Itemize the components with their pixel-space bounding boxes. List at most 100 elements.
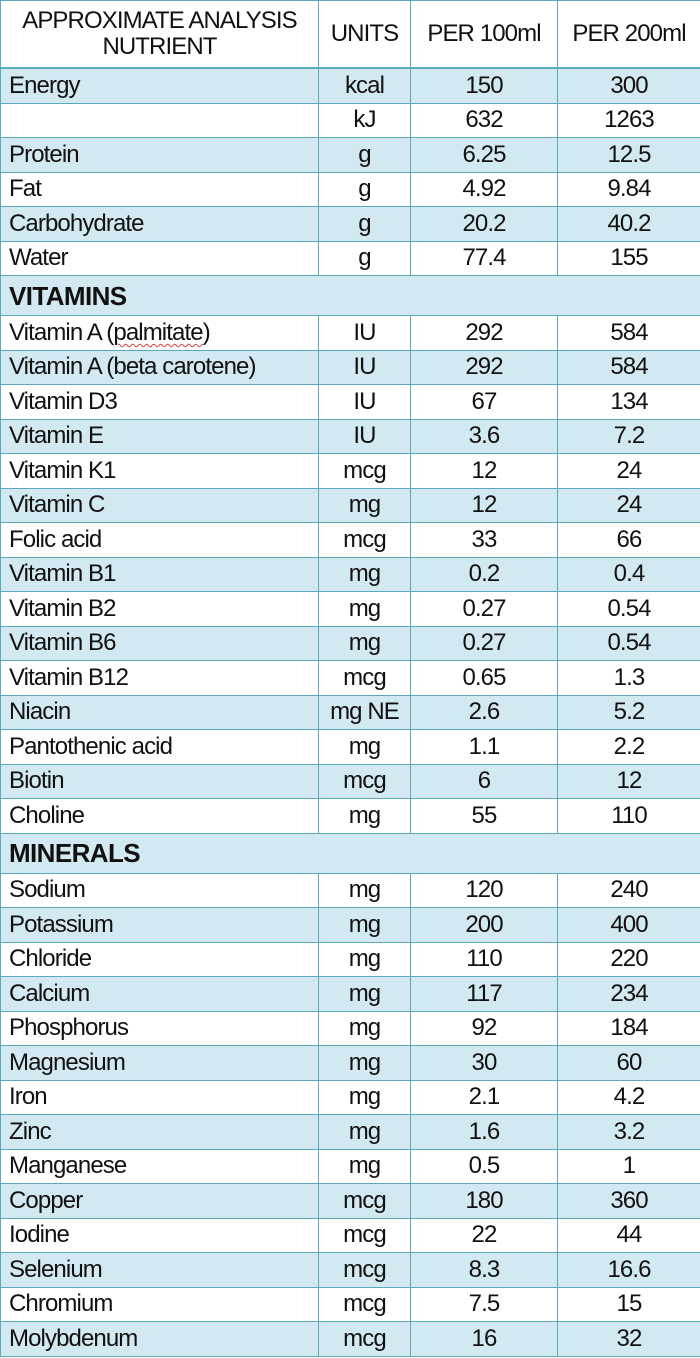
per-200ml-value: 3.2 bbox=[557, 1114, 700, 1150]
per-100ml-value: 7.5 bbox=[410, 1286, 558, 1322]
nutrient-name: Vitamin K1 bbox=[0, 453, 319, 489]
nutrient-name: Sodium bbox=[0, 872, 319, 908]
table-row: Fat g 4.92 9.84 bbox=[0, 171, 700, 207]
nutrient-name: Vitamin A (palmitate) bbox=[0, 315, 319, 351]
unit: mg bbox=[318, 798, 411, 834]
nutrient-name: Vitamin B12 bbox=[0, 660, 319, 696]
nutrient-name: Pantothenic acid bbox=[0, 729, 319, 765]
per-100ml-value: 67 bbox=[410, 384, 558, 420]
nutrient-name: Vitamin B2 bbox=[0, 591, 319, 627]
per-100ml-value: 292 bbox=[410, 315, 558, 351]
per-200ml-value: 12.5 bbox=[557, 137, 700, 173]
unit: mg bbox=[318, 1148, 411, 1184]
per-100ml-value: 0.5 bbox=[410, 1148, 558, 1184]
per-200ml-value: 0.54 bbox=[557, 625, 700, 661]
per-100ml-value: 20.2 bbox=[410, 206, 558, 242]
unit: mg bbox=[318, 487, 411, 523]
per-100ml-value: 3.6 bbox=[410, 418, 558, 454]
nutrient-name: Copper bbox=[0, 1183, 319, 1219]
unit: kcal bbox=[318, 67, 411, 104]
per-200ml-value: 110 bbox=[557, 798, 700, 834]
per-100ml-value: 22 bbox=[410, 1217, 558, 1253]
table-row: Zinc mg 1.6 3.2 bbox=[0, 1114, 700, 1150]
table-row: Pantothenic acid mg 1.1 2.2 bbox=[0, 729, 700, 765]
nutrient-name: Water bbox=[0, 240, 319, 276]
nutrient-name: Vitamin A (beta carotene) bbox=[0, 349, 319, 385]
per-100ml-value: 92 bbox=[410, 1010, 558, 1046]
per-100ml-value: 150 bbox=[410, 67, 558, 104]
unit: mcg bbox=[318, 453, 411, 489]
table-header: APPROXIMATE ANALYSIS NUTRIENT UNITS PER … bbox=[0, 0, 700, 69]
table-row: Magnesium mg 30 60 bbox=[0, 1045, 700, 1081]
unit: mcg bbox=[318, 763, 411, 799]
unit: mcg bbox=[318, 1321, 411, 1357]
per-100ml-value: 77.4 bbox=[410, 240, 558, 276]
per-200ml-value: 400 bbox=[557, 907, 700, 943]
table-row: Vitamin E IU 3.6 7.2 bbox=[0, 418, 700, 454]
nutrient-name: Protein bbox=[0, 137, 319, 173]
table-row: Vitamin B2 mg 0.27 0.54 bbox=[0, 591, 700, 627]
table-row: Iron mg 2.1 4.2 bbox=[0, 1079, 700, 1115]
table-row: Copper mcg 180 360 bbox=[0, 1183, 700, 1219]
per-200ml-value: 4.2 bbox=[557, 1079, 700, 1115]
per-100ml-value: 1.6 bbox=[410, 1114, 558, 1150]
nutrient-name: Vitamin D3 bbox=[0, 384, 319, 420]
unit: mcg bbox=[318, 522, 411, 558]
per-200ml-value: 5.2 bbox=[557, 694, 700, 730]
unit: mg bbox=[318, 1079, 411, 1115]
per-200ml-value: 2.2 bbox=[557, 729, 700, 765]
nutrient-name: Iron bbox=[0, 1079, 319, 1115]
per-100ml-value: 30 bbox=[410, 1045, 558, 1081]
unit: mg bbox=[318, 625, 411, 661]
per-200ml-value: 32 bbox=[557, 1321, 700, 1357]
per-200ml-value: 60 bbox=[557, 1045, 700, 1081]
per-200ml-value: 134 bbox=[557, 384, 700, 420]
table-row: kJ 632 1263 bbox=[0, 102, 700, 138]
nutrient-name: Phosphorus bbox=[0, 1010, 319, 1046]
table-row: Protein g 6.25 12.5 bbox=[0, 137, 700, 173]
unit: mg bbox=[318, 1010, 411, 1046]
per-200ml-value: 12 bbox=[557, 763, 700, 799]
nutrient-name: Potassium bbox=[0, 907, 319, 943]
per-200ml-value: 1 bbox=[557, 1148, 700, 1184]
per-100ml-value: 1.1 bbox=[410, 729, 558, 765]
per-100ml-value: 2.1 bbox=[410, 1079, 558, 1115]
header-units: UNITS bbox=[318, 0, 411, 69]
unit: mg bbox=[318, 872, 411, 908]
per-200ml-value: 15 bbox=[557, 1286, 700, 1322]
table-row: Selenium mcg 8.3 16.6 bbox=[0, 1252, 700, 1288]
per-100ml-value: 12 bbox=[410, 487, 558, 523]
per-100ml-value: 0.27 bbox=[410, 591, 558, 627]
header-nutrient-line1: APPROXIMATE ANALYSIS bbox=[22, 7, 297, 34]
nutrient-name: Manganese bbox=[0, 1148, 319, 1184]
table-row: Vitamin A (beta carotene) IU 292 584 bbox=[0, 349, 700, 385]
per-200ml-value: 44 bbox=[557, 1217, 700, 1253]
per-100ml-value: 120 bbox=[410, 872, 558, 908]
nutrient-name: Calcium bbox=[0, 976, 319, 1012]
per-200ml-value: 360 bbox=[557, 1183, 700, 1219]
unit: kJ bbox=[318, 102, 411, 138]
nutrient-name: Energy bbox=[0, 67, 319, 104]
unit: mcg bbox=[318, 660, 411, 696]
per-200ml-value: 1263 bbox=[557, 102, 700, 138]
table-row: Vitamin D3 IU 67 134 bbox=[0, 384, 700, 420]
table-row: Vitamin B12 mcg 0.65 1.3 bbox=[0, 660, 700, 696]
per-100ml-value: 0.27 bbox=[410, 625, 558, 661]
nutrient-name: Chloride bbox=[0, 941, 319, 977]
table-row: Chloride mg 110 220 bbox=[0, 941, 700, 977]
per-100ml-value: 16 bbox=[410, 1321, 558, 1357]
unit: mg bbox=[318, 907, 411, 943]
per-100ml-value: 180 bbox=[410, 1183, 558, 1219]
unit: mg bbox=[318, 591, 411, 627]
per-100ml-value: 8.3 bbox=[410, 1252, 558, 1288]
section-title: MINERALS bbox=[0, 832, 700, 874]
per-100ml-value: 33 bbox=[410, 522, 558, 558]
nutrient-name: Biotin bbox=[0, 763, 319, 799]
table-row: Vitamin A (palmitate) IU 292 584 bbox=[0, 315, 700, 351]
unit: mg bbox=[318, 729, 411, 765]
unit: mg bbox=[318, 1114, 411, 1150]
per-200ml-value: 220 bbox=[557, 941, 700, 977]
nutrient-name: Carbohydrate bbox=[0, 206, 319, 242]
per-100ml-value: 6 bbox=[410, 763, 558, 799]
